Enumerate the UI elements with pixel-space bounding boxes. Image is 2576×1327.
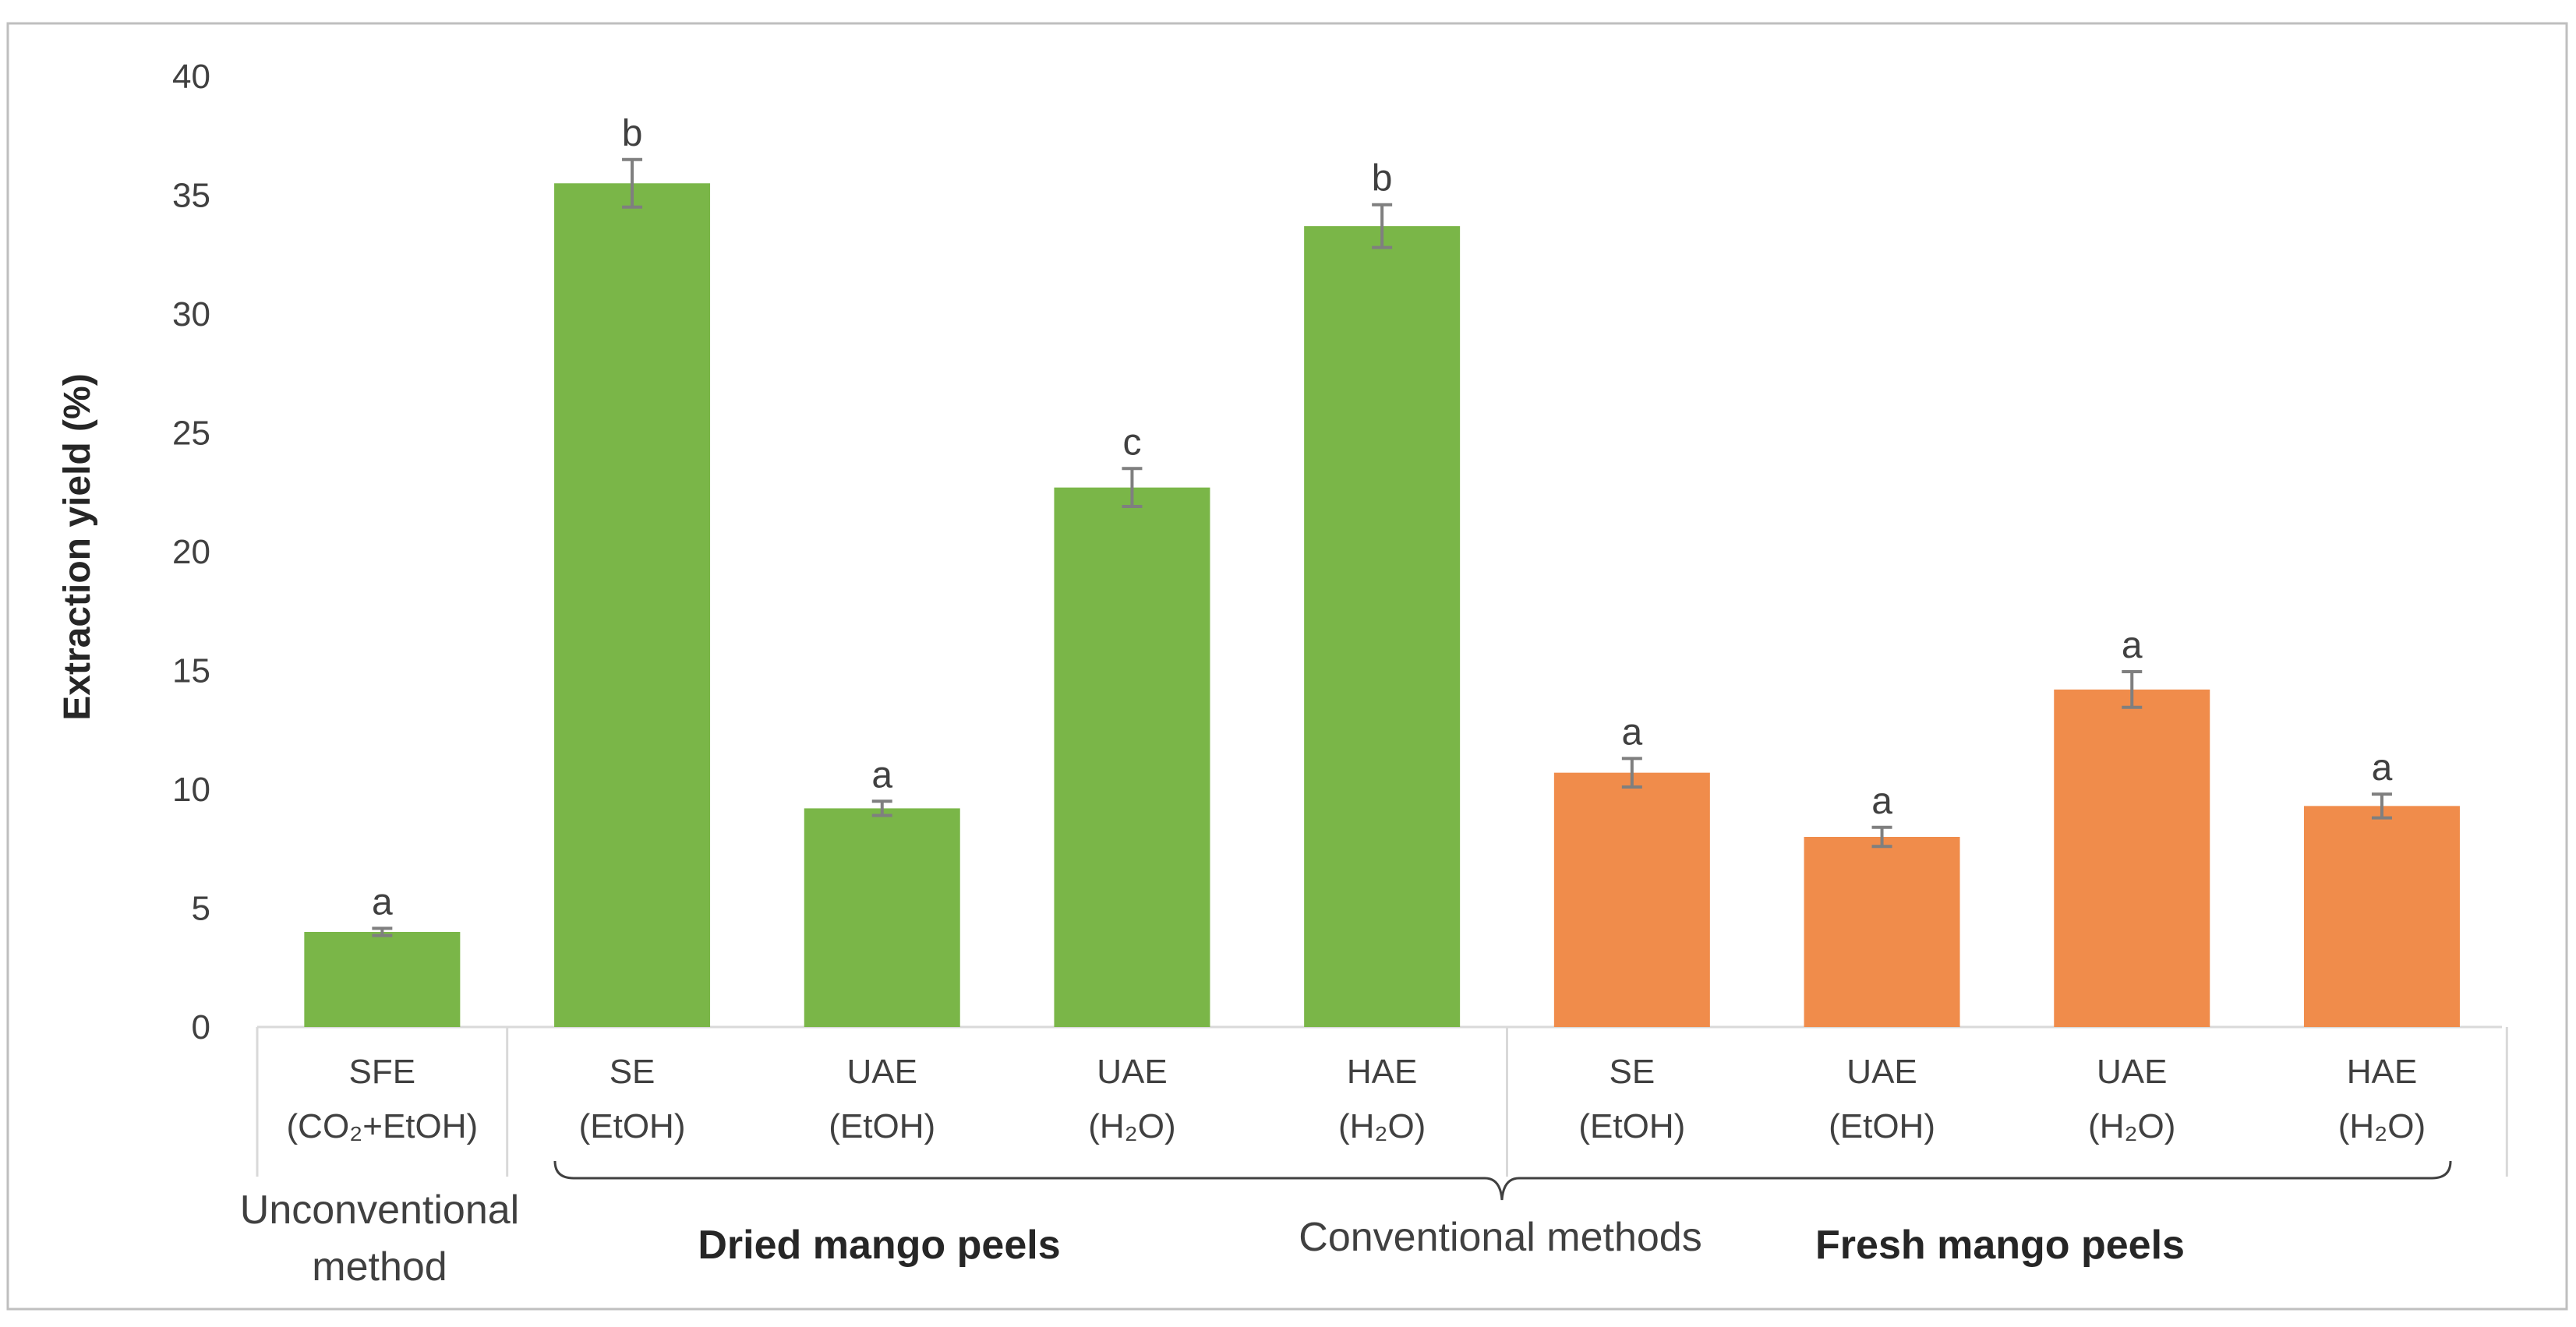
error-bar [871,799,892,817]
y-tick-label: 15 [172,652,210,690]
x-tick-solvent: (H₂O) [2088,1107,2175,1145]
unconventional-label-line2: method [312,1244,447,1290]
y-tick-label: 35 [172,177,210,215]
bar [304,932,461,1027]
x-tick-method: SE [1609,1053,1655,1091]
significance-labels: a b a c b a a a a [372,113,2393,923]
error-bar [1372,203,1393,249]
bar [1304,226,1461,1027]
error-bar [622,157,643,209]
chart-frame [6,22,2568,1311]
y-tick-label: 20 [172,533,210,571]
error-bar [372,926,393,937]
conventional-methods-brace [553,1160,2452,1201]
fresh-group-label: Fresh mango peels [1815,1223,2185,1268]
bar [1054,487,1210,1027]
unconventional-label-line1: Unconventional [240,1188,519,1233]
significance-label: a [871,754,892,796]
x-tick-solvent: (H₂O) [2338,1107,2426,1145]
error-bar [1122,467,1143,509]
y-tick-label: 10 [172,771,210,809]
y-tick-label: 40 [172,58,210,96]
significance-label: b [1372,158,1393,199]
bar [2054,689,2210,1027]
significance-label: a [1621,711,1642,753]
x-tick-solvent: (EtOH) [829,1107,935,1145]
conventional-label: Conventional methods [1299,1215,1701,1260]
x-tick-labels: SFE (CO₂+EtOH) SE (EtOH) UAE (EtOH) UAE (H₂O) HA… [287,1053,2426,1145]
x-tick-method: UAE [2097,1053,2167,1091]
bar [2303,806,2460,1027]
x-tick-method: SFE [349,1053,416,1091]
x-tick-method: UAE [1846,1053,1917,1091]
x-tick-method: HAE [1347,1053,1417,1091]
error-bar [2122,670,2143,709]
dried-group-label: Dried mango peels [698,1223,1060,1268]
error-bar [1871,825,1892,849]
x-tick-method: HAE [2347,1053,2417,1091]
x-tick-method: SE [610,1053,655,1091]
y-axis-title: Extraction yield (%) [57,373,98,720]
y-axis: 0 5 10 15 20 25 30 35 40 [172,58,210,1046]
y-tick-label: 25 [172,415,210,453]
x-tick-solvent: (H₂O) [1338,1107,1426,1145]
x-tick-method: UAE [847,1053,917,1091]
x-tick-solvent: (CO₂+EtOH) [287,1107,479,1145]
significance-label: a [1871,781,1892,822]
x-tick-solvent: (EtOH) [1829,1107,1935,1145]
significance-label: b [622,113,643,154]
x-tick-method: UAE [1097,1053,1167,1091]
bar [1553,772,1710,1027]
x-tick-solvent: (H₂O) [1088,1107,1175,1145]
bar [1804,837,1960,1027]
significance-label: a [372,881,393,923]
error-bar [2371,792,2392,820]
y-tick-label: 0 [192,1008,210,1046]
y-tick-label: 5 [192,890,210,928]
error-bars [372,157,2392,937]
significance-label: a [2122,625,2143,666]
significance-label: c [1122,422,1141,463]
y-tick-label: 30 [172,295,210,334]
bar [554,183,711,1027]
x-tick-solvent: (EtOH) [1578,1107,1685,1145]
bars [304,183,2460,1027]
category-separators [256,1027,2508,1177]
significance-label: a [2372,747,2393,789]
x-tick-solvent: (EtOH) [579,1107,686,1145]
bar [804,808,960,1027]
error-bar [1621,757,1642,789]
